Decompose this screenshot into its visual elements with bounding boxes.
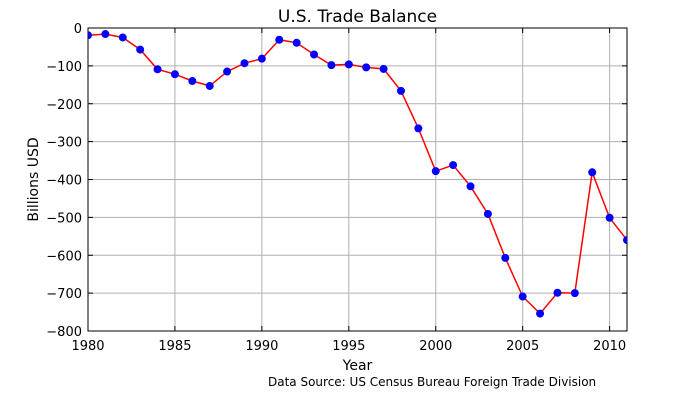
data-point	[205, 81, 214, 90]
data-point	[310, 50, 319, 59]
data-point	[396, 86, 405, 95]
data-point	[501, 253, 510, 262]
data-source-note: Data Source: US Census Bureau Foreign Tr…	[268, 375, 597, 389]
data-point	[553, 288, 562, 297]
y-tick-label: −800	[46, 325, 82, 340]
x-tick-label: 1985	[158, 339, 191, 354]
y-tick-label: −100	[46, 60, 82, 75]
y-tick-label: −700	[46, 287, 82, 302]
data-point	[240, 59, 249, 68]
y-tick-label: −600	[46, 249, 82, 264]
data-point	[327, 61, 336, 70]
data-point	[88, 31, 92, 40]
data-point	[153, 65, 162, 74]
x-tick-label: 1995	[332, 339, 365, 354]
data-point	[223, 67, 232, 76]
x-tick-label: 1990	[245, 339, 278, 354]
x-tick-label: 1980	[71, 339, 104, 354]
data-point	[431, 167, 440, 176]
data-point	[588, 168, 597, 177]
data-point	[570, 289, 579, 298]
data-point	[101, 30, 110, 39]
data-point	[188, 77, 197, 86]
data-point	[518, 292, 527, 301]
data-point	[605, 213, 614, 222]
series-group	[88, 30, 627, 318]
data-point	[118, 33, 127, 42]
data-point	[292, 38, 301, 47]
axis-ticks: 1980 1985 1990 1995 2000 2005 2010 0 −100 −200 −30…	[46, 22, 627, 354]
x-tick-label: 2000	[419, 339, 452, 354]
data-point	[449, 161, 458, 170]
y-tick-label: 0	[74, 22, 82, 37]
chart-title: U.S. Trade Balance	[278, 7, 437, 27]
data-point	[170, 70, 179, 79]
data-point	[257, 54, 266, 63]
data-point	[344, 60, 353, 69]
data-point	[379, 64, 388, 73]
data-point	[136, 45, 145, 54]
y-tick-label: −200	[46, 98, 82, 113]
y-tick-label: −300	[46, 136, 82, 151]
data-point	[414, 124, 423, 133]
data-point	[536, 309, 545, 318]
data-point	[275, 35, 284, 44]
y-tick-label: −400	[46, 174, 82, 189]
data-point	[483, 209, 492, 218]
grid-lines	[88, 28, 627, 331]
data-point	[362, 63, 371, 72]
data-point	[466, 182, 475, 191]
y-axis-label: Billions USD	[26, 137, 42, 221]
x-tick-label: 2010	[593, 339, 626, 354]
series-line	[88, 33, 627, 315]
data-point	[623, 236, 627, 245]
y-tick-label: −500	[46, 211, 82, 226]
x-axis-label: Year	[342, 358, 373, 374]
x-tick-label: 2005	[506, 339, 539, 354]
